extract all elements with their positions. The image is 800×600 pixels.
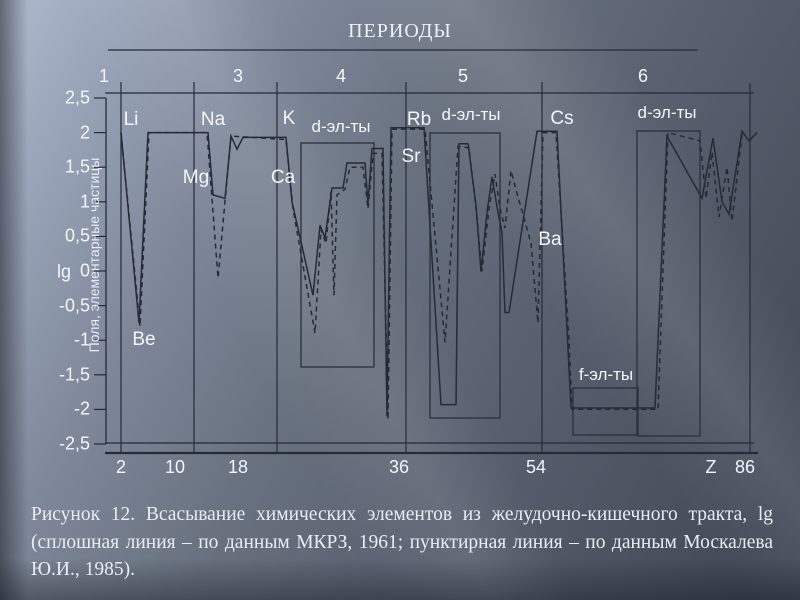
- series-solid-line: [120, 127, 758, 417]
- element-label: Rb: [406, 109, 432, 130]
- block-label: d-эл-ты: [441, 105, 501, 124]
- period-number-label: 5: [457, 66, 469, 86]
- y-tick-label: -1: [73, 329, 90, 350]
- figure-caption: Рисунок 12. Всасывание химических элемен…: [31, 504, 773, 581]
- period-number-label: 6: [637, 66, 649, 86]
- y-tick-label: 0: [79, 260, 90, 281]
- series-dashed-line: [120, 128, 743, 420]
- element-label: Ba: [538, 229, 562, 250]
- block-label: d-эл-ты: [311, 117, 371, 136]
- y-tick-label: 1: [79, 191, 90, 212]
- block-label: f-эл-ты: [578, 365, 634, 384]
- x-tick-label: 2: [115, 457, 127, 477]
- x-tick-label: 18: [227, 457, 249, 477]
- y-axis-title-rotated: Поля, элементарные частицы: [86, 157, 102, 353]
- element-label: K: [282, 108, 296, 129]
- element-label: Cs: [550, 108, 574, 129]
- x-tick-label: 54: [525, 457, 547, 477]
- period-number-label: 4: [335, 66, 347, 86]
- y-tick-label: -0,5: [58, 295, 90, 316]
- y-tick-label: 1,5: [64, 156, 90, 177]
- x-tick-label: Z: [705, 457, 717, 477]
- x-tick-label: 36: [388, 457, 410, 477]
- d-block-box: [300, 142, 375, 368]
- y-tick-label: -1,5: [58, 364, 90, 385]
- y-tick-label: 2,5: [64, 87, 90, 108]
- period-number-label: 1: [98, 66, 110, 86]
- block-label: d-эл-ты: [637, 103, 697, 122]
- element-label: Ca: [270, 167, 296, 188]
- element-label: Sr: [401, 146, 421, 167]
- x-tick-label: 10: [164, 457, 186, 477]
- y-tick-label: -2,5: [58, 433, 90, 454]
- x-tick-label: 86: [734, 457, 756, 477]
- f-block-box: [572, 387, 639, 436]
- period-number-label: 3: [232, 66, 244, 86]
- d-block-box: [636, 130, 701, 437]
- chart-title: ПЕРИОДЫ: [348, 20, 452, 42]
- element-label: Mg: [182, 167, 210, 188]
- y-tick-label: -2: [73, 398, 90, 419]
- element-label: Be: [132, 329, 156, 350]
- element-label: Li: [123, 109, 139, 130]
- y-tick-label: 0,5: [64, 225, 90, 246]
- d-block-box: [429, 132, 501, 419]
- y-tick-label: 2: [79, 122, 90, 143]
- y-axis-unit-label: lg: [56, 261, 72, 282]
- element-label: Na: [200, 109, 226, 130]
